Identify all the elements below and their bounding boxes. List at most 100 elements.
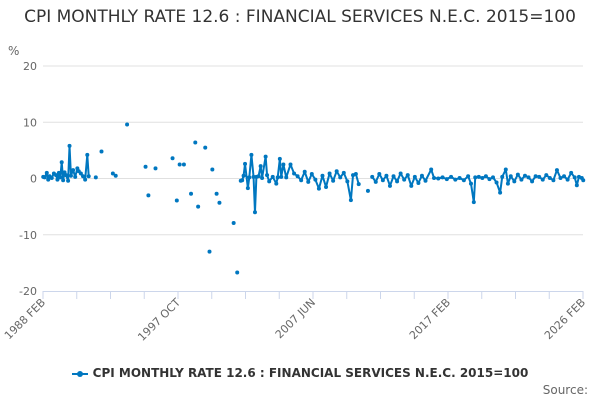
data-point xyxy=(58,175,63,180)
data-point xyxy=(203,145,208,150)
data-point xyxy=(348,198,353,203)
data-point xyxy=(295,174,300,179)
data-point xyxy=(309,172,314,176)
data-point xyxy=(55,177,60,182)
y-axis-label: % xyxy=(8,44,20,58)
data-point xyxy=(292,171,297,176)
data-point xyxy=(56,170,61,175)
data-point xyxy=(67,143,72,148)
data-point xyxy=(544,173,549,178)
data-point xyxy=(334,169,339,174)
data-point xyxy=(327,171,332,176)
data-point xyxy=(331,178,336,183)
y-tick-label: 0 xyxy=(30,173,37,186)
data-point xyxy=(494,180,499,185)
data-point xyxy=(540,177,545,182)
data-point xyxy=(316,186,321,191)
data-point xyxy=(196,204,201,209)
data-point xyxy=(581,178,586,183)
data-point xyxy=(558,175,563,180)
data-point xyxy=(377,172,382,176)
data-point xyxy=(302,169,307,174)
y-tick-label: -10 xyxy=(19,229,37,242)
data-point xyxy=(240,178,245,183)
data-point xyxy=(243,161,248,166)
data-point xyxy=(522,173,527,178)
chart-title: CPI MONTHLY RATE 12.6 : FINANCIAL SERVIC… xyxy=(24,7,576,27)
data-point xyxy=(66,178,71,183)
data-point xyxy=(306,179,311,184)
data-point xyxy=(189,191,194,196)
legend-label: CPI MONTHLY RATE 12.6 : FINANCIAL SERVIC… xyxy=(92,366,529,380)
data-point xyxy=(245,186,250,191)
x-tick-label: 2017 FEB xyxy=(407,296,453,342)
data-point xyxy=(466,174,471,179)
data-point xyxy=(384,173,389,178)
data-point xyxy=(258,164,263,169)
data-point xyxy=(93,175,98,180)
data-point xyxy=(42,175,47,180)
data-point xyxy=(419,173,424,178)
data-point xyxy=(263,154,268,159)
data-point xyxy=(483,174,488,179)
data-point xyxy=(210,167,215,172)
data-point xyxy=(71,168,76,173)
series-line xyxy=(371,168,585,204)
data-point xyxy=(249,152,254,157)
data-point xyxy=(274,181,279,186)
data-point xyxy=(569,170,574,175)
data-point xyxy=(49,175,54,180)
data-point xyxy=(416,181,421,185)
data-point xyxy=(402,177,407,182)
data-point xyxy=(78,171,83,176)
data-point xyxy=(181,162,186,167)
data-point xyxy=(530,179,535,184)
data-point xyxy=(572,175,577,180)
data-point xyxy=(338,175,343,180)
data-point xyxy=(281,162,286,167)
data-point xyxy=(83,177,88,182)
data-point xyxy=(113,173,118,178)
data-point xyxy=(353,172,358,176)
data-point xyxy=(468,181,473,186)
data-point xyxy=(395,179,400,184)
data-point xyxy=(505,181,510,186)
data-point xyxy=(405,173,410,178)
data-point xyxy=(284,175,289,180)
data-point xyxy=(370,174,375,179)
legend-item[interactable]: CPI MONTHLY RATE 12.6 : FINANCIAL SERVIC… xyxy=(0,366,600,380)
x-tick-label: 2026 FEB xyxy=(542,296,588,342)
data-point xyxy=(498,190,503,195)
data-point xyxy=(279,174,284,179)
data-point xyxy=(473,175,478,180)
legend-swatch-icon xyxy=(71,370,88,377)
data-point xyxy=(241,173,246,178)
data-point xyxy=(265,173,270,178)
data-point xyxy=(320,173,325,178)
data-point xyxy=(391,174,396,179)
data-point xyxy=(537,174,542,179)
data-point xyxy=(256,174,261,179)
data-point xyxy=(217,200,222,205)
data-point xyxy=(252,210,257,215)
data-point xyxy=(547,175,552,180)
data-point xyxy=(54,173,59,178)
data-point xyxy=(270,174,275,179)
data-point xyxy=(412,174,417,179)
data-point xyxy=(44,170,49,175)
x-tick-label: 2007 JUN xyxy=(273,296,318,341)
data-point xyxy=(313,177,318,182)
y-tick-label: -20 xyxy=(19,285,37,298)
data-point xyxy=(46,177,51,182)
data-point xyxy=(170,156,175,161)
data-point xyxy=(251,174,256,179)
data-point xyxy=(59,160,64,165)
data-point xyxy=(554,168,559,173)
data-point xyxy=(63,173,68,178)
data-point xyxy=(345,179,350,184)
data-point xyxy=(214,191,219,196)
data-point xyxy=(177,162,182,167)
data-point xyxy=(476,174,481,179)
data-point xyxy=(277,156,282,161)
data-point xyxy=(432,175,437,180)
